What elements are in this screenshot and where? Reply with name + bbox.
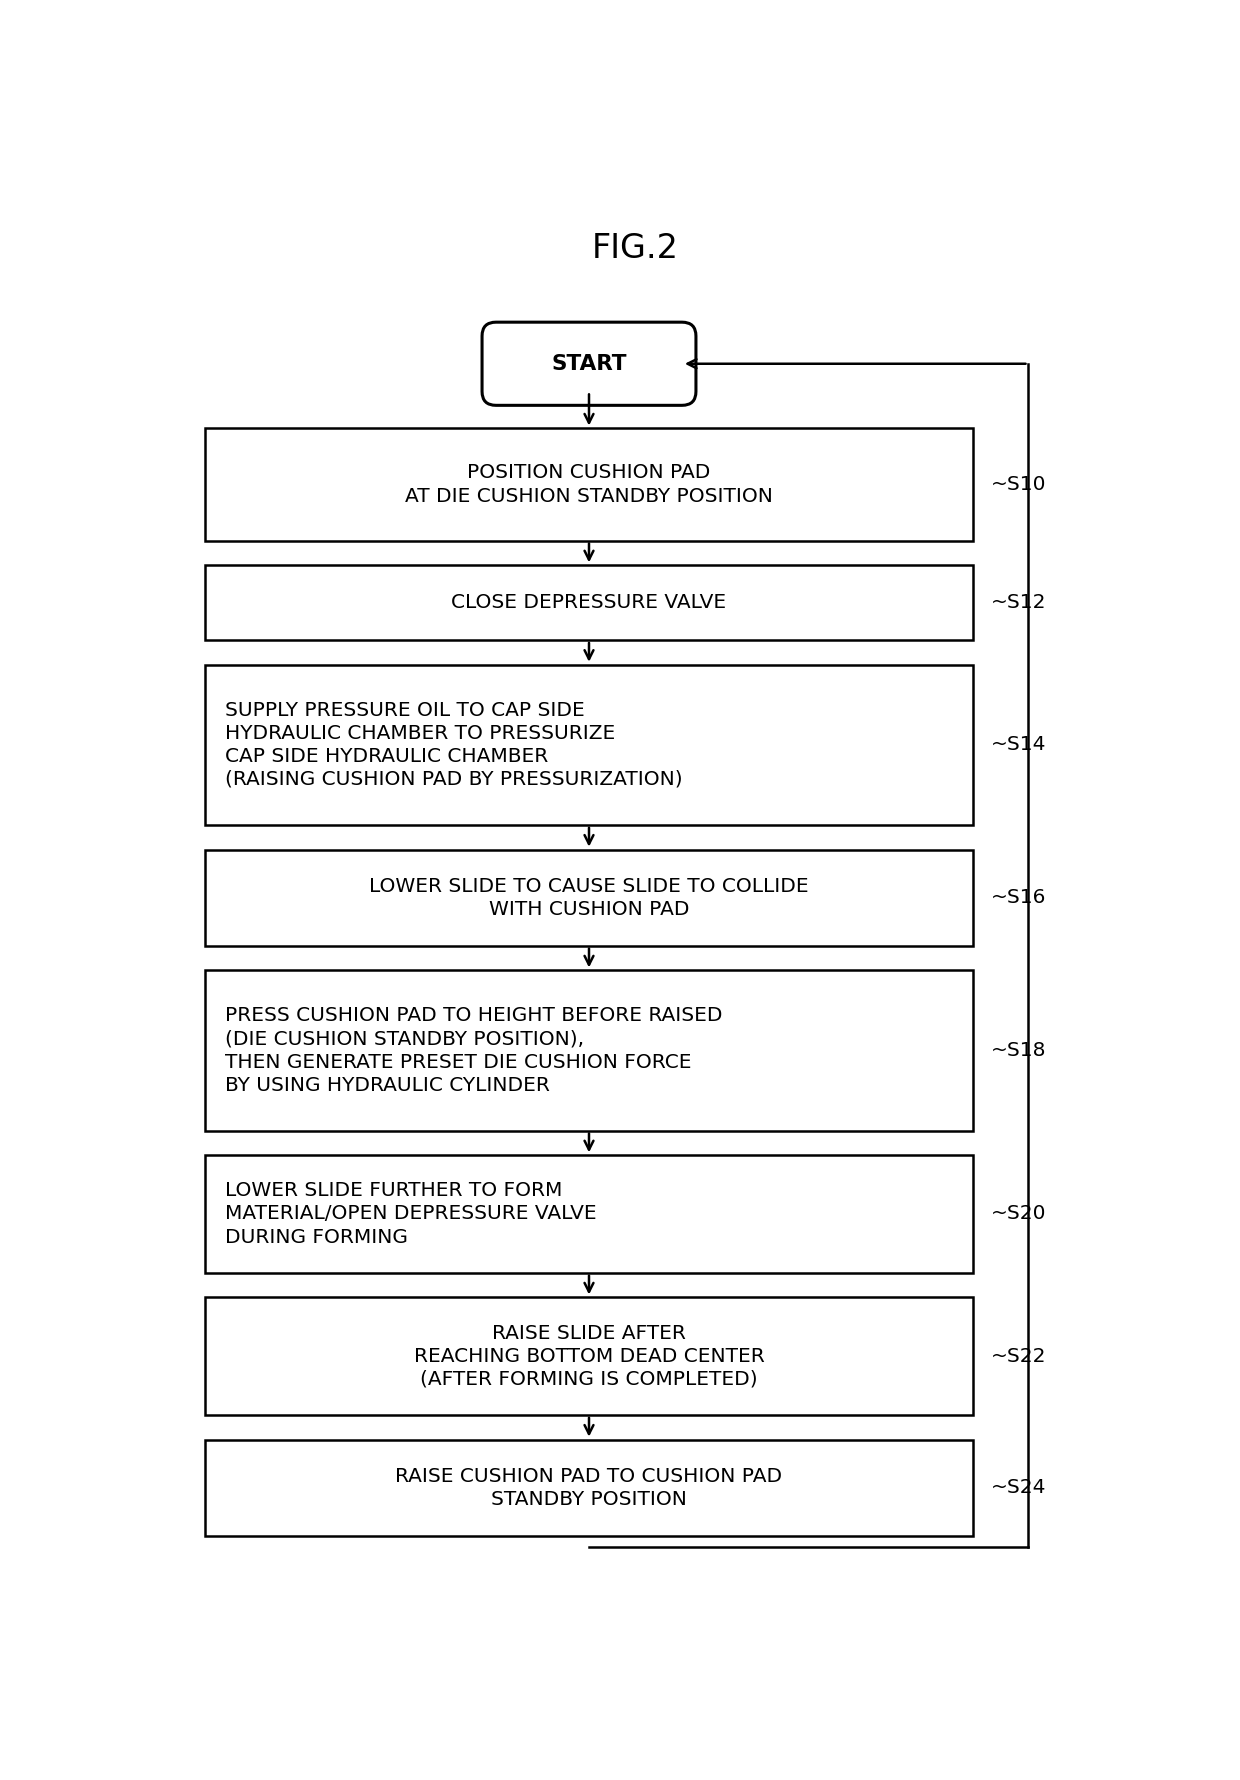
Text: POSITION CUSHION PAD: POSITION CUSHION PAD [467,463,711,482]
Bar [206,970,972,1130]
Bar [206,849,972,945]
Text: WITH CUSHION PAD: WITH CUSHION PAD [489,899,689,918]
Text: AT DIE CUSHION STANDBY POSITION: AT DIE CUSHION STANDBY POSITION [405,486,773,506]
Text: RAISE CUSHION PAD TO CUSHION PAD: RAISE CUSHION PAD TO CUSHION PAD [396,1467,782,1486]
Text: STANDBY POSITION: STANDBY POSITION [491,1490,687,1509]
Text: FIG.2: FIG.2 [591,231,680,265]
Text: RAISE SLIDE AFTER: RAISE SLIDE AFTER [492,1324,686,1342]
Bar [206,1440,972,1536]
Text: ~S10: ~S10 [991,475,1047,495]
Text: PRESS CUSHION PAD TO HEIGHT BEFORE RAISED: PRESS CUSHION PAD TO HEIGHT BEFORE RAISE… [224,1006,722,1025]
Text: (RAISING CUSHION PAD BY PRESSURIZATION): (RAISING CUSHION PAD BY PRESSURIZATION) [224,771,682,789]
Text: ~S16: ~S16 [991,888,1045,908]
Text: ~S24: ~S24 [991,1477,1047,1497]
Text: THEN GENERATE PRESET DIE CUSHION FORCE: THEN GENERATE PRESET DIE CUSHION FORCE [224,1052,691,1072]
Text: ~S20: ~S20 [991,1205,1047,1223]
Text: BY USING HYDRAULIC CYLINDER: BY USING HYDRAULIC CYLINDER [224,1075,549,1095]
Bar [206,664,972,824]
Text: REACHING BOTTOM DEAD CENTER: REACHING BOTTOM DEAD CENTER [414,1347,764,1365]
Text: DURING FORMING: DURING FORMING [224,1228,408,1246]
Text: CLOSE DEPRESSURE VALVE: CLOSE DEPRESSURE VALVE [451,593,727,612]
Text: (DIE CUSHION STANDBY POSITION),: (DIE CUSHION STANDBY POSITION), [224,1029,584,1048]
FancyBboxPatch shape [482,322,696,406]
Text: ~S12: ~S12 [991,593,1047,612]
Text: CAP SIDE HYDRAULIC CHAMBER: CAP SIDE HYDRAULIC CHAMBER [224,748,548,765]
Text: ~S18: ~S18 [991,1041,1047,1059]
Text: MATERIAL/OPEN DEPRESSURE VALVE: MATERIAL/OPEN DEPRESSURE VALVE [224,1205,596,1223]
Text: ~S14: ~S14 [991,735,1047,755]
Bar [206,1298,972,1415]
Bar [206,1155,972,1273]
Text: LOWER SLIDE FURTHER TO FORM: LOWER SLIDE FURTHER TO FORM [224,1182,562,1200]
Text: (AFTER FORMING IS COMPLETED): (AFTER FORMING IS COMPLETED) [420,1371,758,1388]
Text: ~S22: ~S22 [991,1347,1047,1365]
Text: START: START [552,354,626,374]
Bar [206,429,972,541]
Text: HYDRAULIC CHAMBER TO PRESSURIZE: HYDRAULIC CHAMBER TO PRESSURIZE [224,724,615,742]
Text: LOWER SLIDE TO CAUSE SLIDE TO COLLIDE: LOWER SLIDE TO CAUSE SLIDE TO COLLIDE [370,876,808,895]
Text: SUPPLY PRESSURE OIL TO CAP SIDE: SUPPLY PRESSURE OIL TO CAP SIDE [224,701,584,719]
Bar [206,566,972,641]
